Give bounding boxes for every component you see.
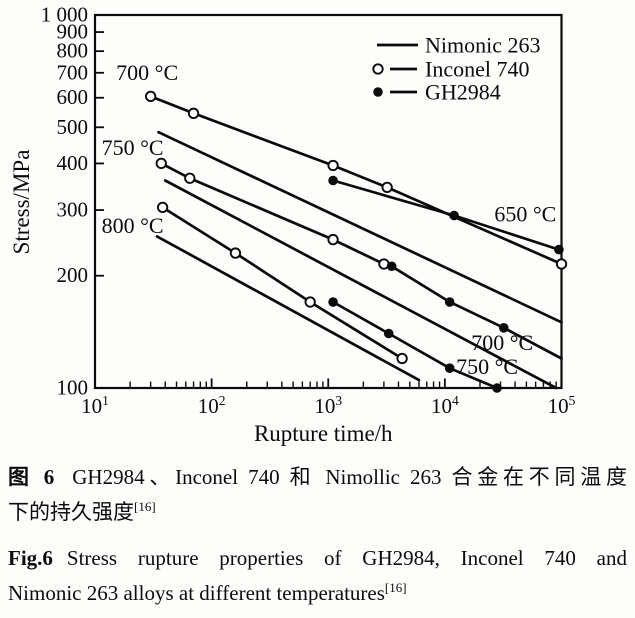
svg-text:103: 103 — [314, 393, 342, 418]
svg-text:400: 400 — [57, 151, 89, 175]
legend-item-inconel-740: Inconel 740 — [372, 57, 529, 82]
x-axis-title: Rupture time/h — [254, 421, 393, 446]
svg-text:700: 700 — [57, 60, 89, 84]
series-gh2984-700-c — [386, 261, 563, 360]
figure-captions: 图 6 GH2984、Inconel 740 和 Nimollic 263 合金在… — [8, 460, 627, 611]
svg-text:200: 200 — [57, 263, 89, 287]
temperature-label: 700 °C — [116, 60, 178, 85]
svg-text:104: 104 — [431, 393, 459, 418]
svg-text:101: 101 — [81, 393, 109, 418]
caption-en-text1: Stress rupture properties of GH2984, Inc… — [66, 546, 627, 570]
caption-en-reference: [16] — [384, 580, 407, 595]
svg-text:900: 900 — [57, 20, 89, 44]
caption-en-line2: Nimonic 263 alloys at different temperat… — [8, 576, 627, 611]
series-inconel-740-650-c — [144, 90, 568, 270]
legend-label: Inconel 740 — [425, 57, 529, 82]
y-axis-title: Stress/MPa — [9, 150, 34, 255]
caption-en-line1: Fig.6 Stress rupture properties of GH2984… — [8, 541, 627, 576]
temperature-label: 650 °C — [494, 201, 556, 226]
svg-text:105: 105 — [548, 393, 576, 418]
caption-zh-line2: 下的持久强度[16] — [8, 495, 627, 530]
temperature-label: 750 °C — [102, 135, 164, 160]
svg-text:100: 100 — [57, 376, 89, 400]
svg-text:800: 800 — [57, 39, 89, 63]
axis-titles: Rupture time/h Stress/MPa — [9, 150, 393, 446]
series-lines — [144, 90, 568, 393]
legend-item-nimonic-263: Nimonic 263 — [377, 33, 541, 58]
temperature-label: 700 °C — [471, 330, 533, 355]
x-axis-ticks — [129, 378, 557, 387]
legend-label: Nimonic 263 — [425, 33, 541, 58]
series-gh2984-650-c — [328, 175, 564, 255]
svg-text:102: 102 — [198, 393, 226, 418]
caption-zh-text2: 下的持久强度 — [8, 500, 134, 524]
caption-en-number: Fig.6 — [8, 546, 53, 570]
svg-text:500: 500 — [57, 115, 89, 139]
caption-zh-number: 图 6 — [8, 465, 55, 489]
series-gh2984-750-c — [328, 297, 502, 393]
temperature-label: 800 °C — [102, 213, 164, 238]
caption-zh-text1: GH2984、Inconel 740 和 Nimollic 263 合金在不同温… — [72, 465, 628, 489]
legend-item-gh2984: GH2984 — [373, 80, 501, 105]
filled-circle-marker-icon — [373, 87, 383, 97]
y-axis-ticks — [96, 14, 104, 389]
caption-en-text2: Nimonic 263 alloys at different temperat… — [8, 581, 385, 605]
series-nimonic-263-750-c — [163, 179, 558, 390]
series-inconel-740-750-c — [156, 201, 408, 365]
caption-zh-line1: 图 6 GH2984、Inconel 740 和 Nimollic 263 合金在… — [8, 460, 627, 495]
svg-text:300: 300 — [57, 198, 89, 222]
caption-zh-reference: [16] — [134, 499, 156, 514]
open-circle-marker-icon — [372, 63, 384, 75]
plot-border — [93, 13, 563, 390]
temperature-label: 750 °C — [456, 354, 518, 379]
series-nimonic-263-800-c — [155, 235, 421, 382]
legend-label: GH2984 — [425, 80, 501, 105]
svg-text:1 000: 1 000 — [41, 3, 88, 27]
series-inconel-740-700-c — [155, 157, 390, 270]
series-nimonic-263-700-c — [157, 130, 563, 324]
x-axis-tick-labels: 101 102 103 104 105 — [81, 393, 576, 418]
svg-text:600: 600 — [57, 85, 89, 109]
